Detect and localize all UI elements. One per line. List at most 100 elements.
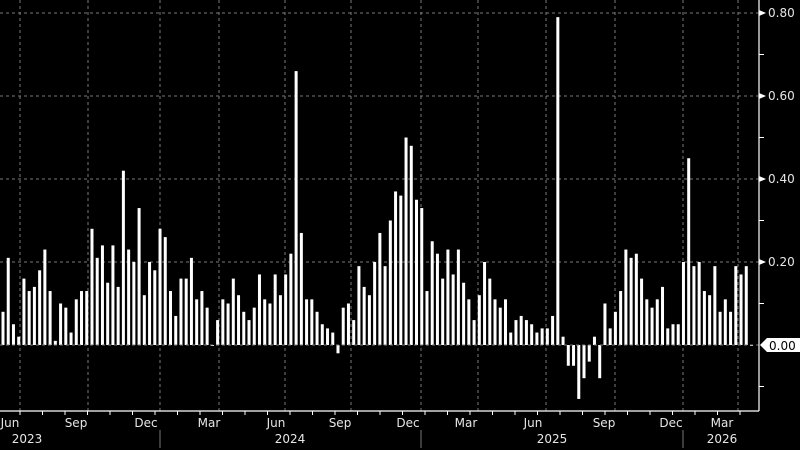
bar: [671, 324, 675, 345]
bar: [85, 291, 89, 345]
x-year-label: 2025: [537, 432, 568, 446]
bar: [613, 311, 617, 345]
bar: [200, 291, 204, 345]
bar: [168, 291, 172, 345]
bar: [27, 291, 31, 345]
bar: [383, 266, 387, 345]
bar: [467, 299, 471, 345]
bar: [69, 332, 73, 345]
bar: [263, 299, 267, 345]
bar: [498, 307, 502, 345]
bar: [257, 274, 261, 345]
bar: [179, 278, 183, 345]
x-month-label: Sep: [329, 416, 352, 430]
x-month-label: Mar: [711, 416, 734, 430]
bar: [540, 328, 544, 345]
bar: [687, 158, 691, 345]
bar: [132, 262, 136, 345]
bar: [535, 332, 539, 345]
bar: [514, 320, 518, 345]
bar: [456, 249, 460, 345]
x-month-label: Jun: [266, 416, 286, 430]
bar: [561, 336, 565, 345]
bar: [336, 345, 340, 354]
bar: [729, 311, 733, 345]
bar: [462, 282, 466, 345]
bar: [346, 303, 350, 345]
bar: [629, 257, 633, 345]
bar: [315, 311, 319, 345]
bar: [11, 324, 15, 345]
bar: [284, 274, 288, 345]
bar: [299, 232, 303, 345]
bar: [378, 232, 382, 345]
bar: [634, 253, 638, 345]
bar: [100, 245, 104, 345]
bar: [247, 320, 251, 345]
x-axis-ticks: [19, 411, 741, 415]
bar: [116, 286, 120, 345]
bar: [106, 282, 110, 345]
bar: [252, 307, 256, 345]
bar: [702, 291, 706, 345]
last-value-text: 0.00: [769, 339, 796, 353]
bar: [221, 299, 225, 345]
bar: [708, 295, 712, 345]
bar: [6, 257, 10, 345]
bar: [226, 303, 230, 345]
bar: [446, 249, 450, 345]
bar: [650, 307, 654, 345]
bar: [566, 345, 570, 366]
x-axis-month-labels: Jun Sep Dec Mar Jun Sep Dec Mar Jun Sep Dec Mar: [0, 416, 733, 430]
bar: [17, 336, 21, 345]
bar: [399, 195, 403, 345]
bar: [142, 295, 146, 345]
bar: [718, 311, 722, 345]
bar: [435, 253, 439, 345]
bar: [174, 315, 178, 345]
bar: [184, 278, 188, 345]
bar: [331, 332, 335, 345]
bar: [472, 320, 476, 345]
bar: [603, 303, 607, 345]
bar: [95, 257, 99, 345]
bar: [111, 245, 115, 345]
bar: [195, 299, 199, 345]
bar: [640, 278, 644, 345]
bar: [666, 328, 670, 345]
bar: [216, 320, 220, 345]
x-month-label: Jun: [523, 416, 543, 430]
bar: [551, 315, 555, 345]
bar: [681, 262, 685, 345]
bar: [713, 266, 717, 345]
bar: [394, 191, 398, 345]
x-month-label: Mar: [198, 416, 221, 430]
bar: [430, 241, 434, 345]
bar: [273, 274, 277, 345]
bar: [388, 220, 392, 345]
x-month-label: Dec: [134, 416, 157, 430]
bar: [404, 137, 408, 345]
bar: [362, 286, 366, 345]
bar: [320, 324, 324, 345]
bar: [425, 291, 429, 345]
bar: [189, 257, 193, 345]
x-year-label: 2024: [275, 432, 306, 446]
bar: [556, 17, 560, 346]
bar: [598, 345, 602, 379]
bar: [624, 249, 628, 345]
bar: [619, 291, 623, 345]
bar: [582, 345, 586, 379]
bar: [587, 345, 591, 362]
bar: [409, 145, 413, 345]
bar: [420, 208, 424, 345]
bar: [739, 274, 743, 345]
bar: [545, 328, 549, 345]
x-month-label: Mar: [455, 416, 478, 430]
bar: [59, 303, 63, 345]
bar: [32, 286, 36, 345]
bar: [415, 199, 419, 345]
bar: [530, 324, 534, 345]
bar: [90, 228, 94, 345]
